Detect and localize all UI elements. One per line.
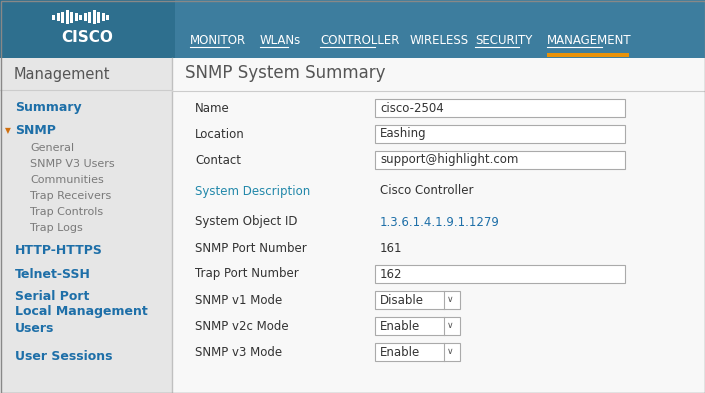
Text: ∨: ∨ — [447, 347, 453, 356]
Text: Name: Name — [195, 101, 230, 114]
Bar — [70, 11, 73, 22]
Text: MONITOR: MONITOR — [190, 33, 246, 46]
Text: SNMP System Summary: SNMP System Summary — [185, 64, 386, 82]
Text: Management: Management — [14, 68, 111, 83]
Text: CISCO: CISCO — [61, 31, 113, 46]
Bar — [375, 343, 460, 361]
Text: Trap Receivers: Trap Receivers — [30, 191, 111, 201]
Text: SECURITY: SECURITY — [475, 33, 532, 46]
Bar — [172, 58, 705, 393]
Text: SNMP v2c Mode: SNMP v2c Mode — [195, 320, 288, 332]
Text: ∨: ∨ — [447, 321, 453, 331]
Bar — [97, 11, 100, 22]
Bar — [0, 0, 705, 58]
Text: SNMP v3 Mode: SNMP v3 Mode — [195, 345, 282, 358]
Text: System Description: System Description — [195, 184, 310, 198]
Text: ∨: ∨ — [447, 296, 453, 305]
Text: Serial Port: Serial Port — [15, 290, 90, 303]
Text: 161: 161 — [380, 242, 403, 255]
Bar — [83, 13, 87, 21]
Text: General: General — [30, 143, 74, 153]
Bar — [0, 0, 175, 58]
Bar — [61, 11, 64, 22]
Text: Cisco Controller: Cisco Controller — [380, 184, 474, 198]
Bar — [102, 13, 104, 21]
Bar — [547, 53, 629, 57]
Text: SNMP: SNMP — [15, 125, 56, 138]
Bar — [56, 13, 59, 21]
Bar — [66, 10, 68, 24]
Bar — [79, 15, 82, 20]
Text: Trap Controls: Trap Controls — [30, 207, 103, 217]
Text: MANAGEMENT: MANAGEMENT — [547, 33, 632, 46]
Text: CONTROLLER: CONTROLLER — [320, 33, 399, 46]
Text: Local Management
Users: Local Management Users — [15, 305, 148, 335]
Text: User Sessions: User Sessions — [15, 349, 113, 362]
Text: Telnet-SSH: Telnet-SSH — [15, 268, 91, 281]
Bar — [106, 15, 109, 20]
Text: Contact: Contact — [195, 154, 241, 167]
Bar — [375, 151, 625, 169]
Text: SNMP V3 Users: SNMP V3 Users — [30, 159, 115, 169]
Text: 1.3.6.1.4.1.9.1.1279: 1.3.6.1.4.1.9.1.1279 — [380, 215, 500, 228]
Bar — [92, 10, 95, 24]
Text: SNMP Port Number: SNMP Port Number — [195, 242, 307, 255]
Text: cisco-2504: cisco-2504 — [380, 101, 443, 114]
Text: Communities: Communities — [30, 175, 104, 185]
Text: Enable: Enable — [380, 320, 420, 332]
Text: System Object ID: System Object ID — [195, 215, 298, 228]
Text: Summary: Summary — [15, 101, 82, 114]
Text: WIRELESS: WIRELESS — [410, 33, 469, 46]
Text: Disable: Disable — [380, 294, 424, 307]
Text: Enable: Enable — [380, 345, 420, 358]
Text: Location: Location — [195, 127, 245, 141]
Text: Trap Logs: Trap Logs — [30, 223, 82, 233]
Text: Trap Port Number: Trap Port Number — [195, 268, 299, 281]
Text: support@highlight.com: support@highlight.com — [380, 154, 518, 167]
Bar — [0, 58, 172, 393]
Bar — [375, 291, 460, 309]
Text: Eashing: Eashing — [380, 127, 427, 141]
Text: 162: 162 — [380, 268, 403, 281]
Bar — [52, 15, 55, 20]
Bar — [375, 125, 625, 143]
Text: WLANs: WLANs — [260, 33, 301, 46]
Text: ▼: ▼ — [5, 127, 11, 136]
Bar — [75, 13, 78, 21]
Bar — [375, 317, 460, 335]
Text: HTTP-HTTPS: HTTP-HTTPS — [15, 244, 103, 257]
Text: SNMP v1 Mode: SNMP v1 Mode — [195, 294, 282, 307]
Bar — [375, 99, 625, 117]
Bar — [88, 11, 91, 22]
Bar — [375, 265, 625, 283]
